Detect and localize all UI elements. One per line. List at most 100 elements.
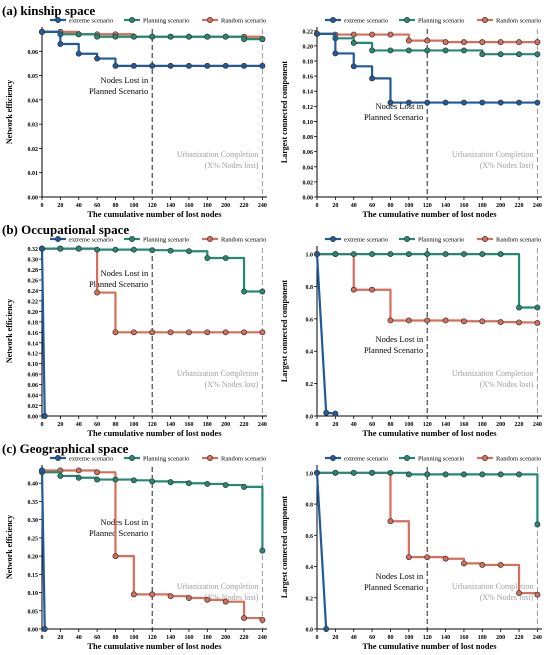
annotation-planned: Nodes Lost in — [101, 75, 149, 85]
point-planning — [350, 251, 357, 258]
annotation-urbanization: Urbanization Completion — [177, 150, 259, 159]
x-tick-label: 20 — [57, 422, 63, 428]
point-random — [387, 31, 394, 38]
point-extreme — [39, 245, 45, 252]
point-planning — [204, 255, 211, 261]
point-planning — [460, 47, 467, 54]
x-tick-label: 200 — [221, 635, 230, 641]
y-tick-label: 1.0 — [306, 471, 314, 477]
point-planning — [204, 33, 211, 40]
x-tick-label: 240 — [258, 422, 267, 428]
point-extreme — [350, 63, 357, 70]
y-tick-label: 0.28 — [28, 268, 39, 274]
section-title-b: (b) Occupational space — [2, 222, 130, 237]
y-tick-label: 0.10 — [303, 120, 314, 126]
point-random — [204, 329, 211, 336]
point-extreme — [479, 99, 486, 106]
y-tick-label: 0.6 — [306, 317, 314, 323]
y-tick-label: 0.05 — [28, 74, 39, 80]
y-tick-label: 0.12 — [303, 105, 314, 111]
y-axis-label: Largest connected component — [280, 280, 289, 383]
y-tick-label: 0.12 — [28, 352, 39, 358]
x-tick-label: 40 — [76, 635, 82, 641]
series-line-extreme — [315, 254, 336, 415]
y-tick-label: 0.8 — [306, 285, 314, 291]
point-planning — [424, 47, 431, 54]
legend-label-extreme: extreme scenario — [69, 237, 113, 244]
point-random — [204, 596, 211, 603]
point-planning — [75, 474, 82, 481]
point-random — [369, 286, 376, 293]
legend-marker-random — [207, 17, 213, 23]
legend-marker-extreme — [55, 17, 61, 23]
series-line-extreme — [317, 32, 538, 104]
x-tick-label: 220 — [240, 203, 249, 209]
y-tick-label: 0.06 — [28, 50, 39, 56]
x-tick-label: 160 — [184, 635, 193, 641]
point-random — [112, 329, 119, 336]
annotation-urbanization: (X% Nodes lost) — [205, 161, 259, 170]
x-tick-label: 80 — [387, 635, 393, 641]
y-tick-label: 0.10 — [28, 362, 39, 368]
y-tick-label: 0.08 — [303, 135, 314, 141]
legend-marker-planning — [129, 17, 135, 23]
point-random — [149, 591, 156, 598]
point-planning — [259, 288, 266, 295]
point-planning — [332, 469, 339, 476]
x-axis-label: The cumulative number of lost nodes — [87, 209, 222, 219]
legend-label-extreme: extreme scenario — [69, 456, 113, 463]
legend-label-planning: Planning scenario — [143, 456, 189, 463]
section-title-a: (a) kinship space — [2, 3, 96, 18]
y-tick-label: 0.00 — [28, 415, 39, 421]
point-extreme — [57, 41, 64, 47]
point-random — [516, 39, 522, 46]
annotation-planned: Planned Scenario — [364, 345, 423, 355]
point-random — [130, 591, 137, 598]
x-tick-label: 160 — [459, 422, 468, 428]
y-tick-label: 0.22 — [303, 29, 314, 35]
y-tick-label: 0.6 — [306, 534, 314, 540]
chart-geographical-efficiency: 0.00 0.05 0.10 0.15 0.20 0.25 0.30 0.35 0.40 0 20 4… — [5, 455, 267, 651]
x-tick-label: 200 — [496, 422, 505, 428]
x-tick-label: 40 — [351, 422, 357, 428]
chart-geographical-lcc: 0.0 0.2 0.4 0.6 0.8 1.0 0 20 40 60 80 100 120 140 160 1… — [280, 455, 542, 651]
point-planning — [222, 482, 229, 488]
legend-marker-planning — [129, 236, 135, 242]
point-random — [222, 598, 229, 605]
x-tick-label: 240 — [533, 422, 542, 428]
point-planning — [497, 251, 504, 258]
point-random — [497, 319, 504, 326]
y-tick-label: 0.10 — [28, 591, 39, 597]
point-extreme — [323, 626, 330, 632]
point-random — [94, 289, 101, 296]
y-tick-label: 0.15 — [28, 573, 39, 579]
point-extreme — [39, 467, 45, 474]
x-tick-label: 200 — [221, 422, 230, 428]
chart-kinship-efficiency: 0.00 0.01 0.02 0.03 0.04 0.05 0.06 0 20 40 60 80 100… — [5, 17, 267, 219]
x-tick-label: 100 — [129, 422, 138, 428]
x-tick-label: 160 — [459, 203, 468, 209]
x-tick-label: 120 — [423, 635, 432, 641]
x-tick-label: 40 — [76, 422, 82, 428]
point-planning — [424, 471, 431, 478]
legend-label-extreme: extreme scenario — [344, 237, 388, 244]
x-tick-label: 140 — [441, 203, 450, 209]
point-planning — [185, 248, 192, 255]
point-extreme — [149, 62, 156, 69]
point-planning — [94, 476, 101, 483]
point-random — [94, 469, 101, 476]
legend-label-extreme: extreme scenario — [69, 18, 113, 25]
point-random — [516, 319, 522, 326]
y-tick-label: 0.02 — [303, 180, 314, 186]
point-planning — [241, 288, 247, 295]
x-tick-label: 120 — [148, 203, 157, 209]
x-tick-label: 240 — [533, 635, 542, 641]
point-random — [405, 317, 412, 324]
x-tick-label: 60 — [94, 422, 100, 428]
annotation-urbanization: (X% Nodes lost) — [480, 380, 534, 389]
y-tick-label: 0.05 — [28, 609, 39, 615]
point-random — [185, 595, 192, 601]
y-tick-label: 0.30 — [28, 518, 39, 524]
x-tick-label: 100 — [404, 203, 413, 209]
x-tick-label: 120 — [148, 422, 157, 428]
